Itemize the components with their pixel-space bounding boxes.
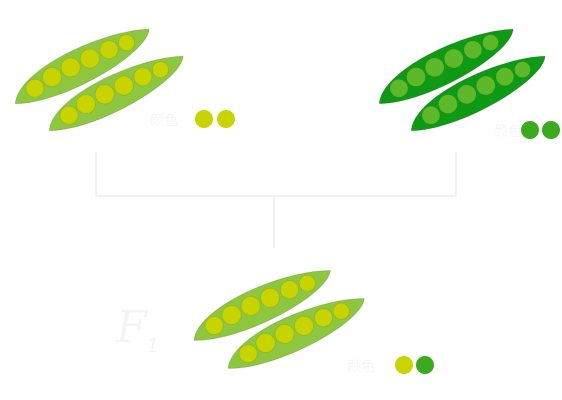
genotype-dots-offspring [395,356,434,374]
parent-left-color-label: 颜色 [150,113,178,129]
parent-right-color-label: 颜色 [494,124,522,140]
genotype-dot [521,121,539,139]
generation-label: F1 [116,302,159,357]
genotype-dots-left [195,110,235,128]
genotype-dot [395,356,413,374]
genotype-dot [195,110,213,128]
offspring-color-label: 颜色 [347,359,375,375]
pea-pods-offspring [193,270,365,369]
cross-connector [95,152,457,248]
generation-letter: F [116,302,147,353]
genotype-dot [542,121,560,139]
genotype-dot [217,110,235,128]
pea-pods-green [378,28,546,132]
pea-pods-yellow [14,28,184,132]
generation-subscript: 1 [146,332,160,357]
genotype-dot [416,356,434,374]
genotype-dots-right [521,121,560,139]
